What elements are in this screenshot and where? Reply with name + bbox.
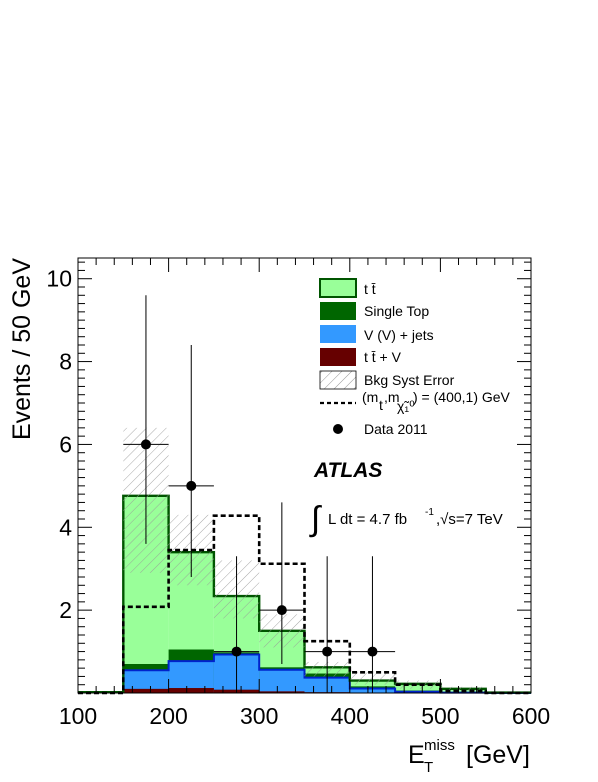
y-tick-label-2: 2 [59, 597, 72, 623]
x-tick-label-100: 100 [59, 703, 97, 729]
lumi-text: L dt = 4.7 fb [328, 511, 407, 528]
legend-vjets-swatch [320, 325, 356, 343]
x-axis-label: E miss T [GeV] [408, 737, 530, 776]
x-axis-label-sup: miss [424, 737, 455, 754]
legend-syst-label: Bkg Syst Error [364, 372, 455, 388]
data-point-5 [367, 646, 378, 657]
legend-ttv-swatch [320, 348, 356, 366]
legend-signal-suffix: ) = (400,1) GeV [413, 389, 511, 405]
legend-data-marker [333, 424, 343, 434]
legend-ttv-label: t t̄ + V [364, 349, 402, 365]
x-tick-label-600: 600 [512, 703, 550, 729]
data-point-3 [276, 605, 287, 616]
bar-ttv-2 [168, 688, 214, 693]
atlas-label: ATLAS [313, 459, 382, 482]
legend-single-top-label: Single Top [364, 303, 429, 319]
data-points [123, 295, 396, 693]
x-tick-label-200: 200 [149, 703, 187, 729]
legend-vjets-label: V (V) + jets [364, 327, 434, 343]
y-tick-label-8: 8 [59, 349, 72, 375]
axis-ticks [77, 258, 532, 694]
x-axis-label-main: E [408, 741, 425, 769]
legend-signal-mid: ,m [384, 389, 400, 405]
legend-signal-prefix: (m [362, 389, 378, 405]
legend-data-label: Data 2011 [364, 421, 428, 437]
legend: t t̄ Single Top V (V) + jets t t̄ + V Bk… [319, 278, 511, 437]
legend-ttbar-swatch [319, 278, 357, 298]
legend-single-top-swatch [320, 302, 356, 320]
data-point-0 [140, 439, 151, 450]
y-axis-label: Events / 50 GeV [8, 258, 36, 440]
bar-ttv-1 [123, 688, 169, 693]
integral-sign: ∫ [309, 500, 322, 538]
legend-signal-label: (m t ,m χ̃₁⁰ ) = (400,1) GeV [362, 389, 511, 414]
luminosity-label: ∫ L dt = 4.7 fb -1 ,√s=7 TeV [309, 500, 503, 538]
data-point-1 [186, 480, 197, 491]
syst-bin-7 [395, 680, 441, 689]
axis-tick-labels: 100 200 300 400 500 600 2 4 6 8 10 [46, 266, 550, 729]
y-tick-label-4: 4 [59, 514, 72, 540]
sqrt-s-text: ,√s=7 TeV [436, 511, 503, 528]
x-tick-label-400: 400 [331, 703, 369, 729]
plot-frame [77, 257, 532, 694]
legend-signal-sub2: χ̃₁⁰ [397, 398, 415, 414]
bar-ttv-4 [259, 691, 305, 693]
legend-signal-sub1: t [379, 397, 383, 413]
x-axis-label-unit: [GeV] [466, 741, 530, 769]
legend-ttbar-label: t t̄ [364, 281, 376, 297]
bar-vjets-4 [259, 669, 305, 693]
x-tick-label-300: 300 [240, 703, 278, 729]
bar-vjets-2 [168, 661, 214, 693]
y-tick-label-10: 10 [46, 266, 72, 292]
x-axis-label-sub: T [424, 759, 433, 776]
legend-syst-swatch [319, 370, 357, 390]
y-tick-label-6: 6 [59, 431, 72, 457]
syst-bin-8 [440, 686, 486, 691]
x-tick-label-500: 500 [421, 703, 459, 729]
bar-vjets-1 [123, 670, 169, 693]
data-point-2 [231, 646, 242, 657]
lumi-sup: -1 [425, 507, 434, 518]
data-point-4 [322, 646, 333, 657]
